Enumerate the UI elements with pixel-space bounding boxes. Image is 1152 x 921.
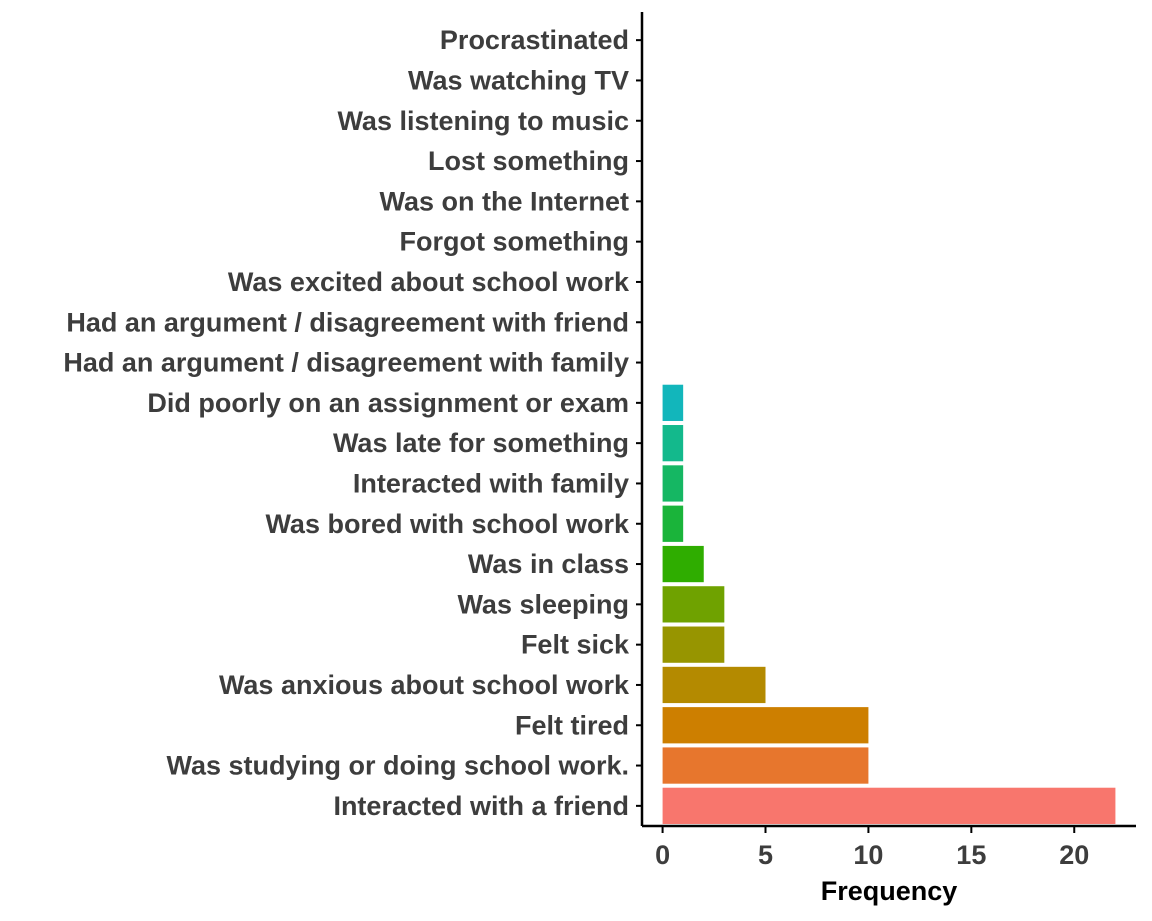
category-label-0: Interacted with a friend	[333, 791, 629, 821]
category-label-2: Felt tired	[515, 710, 629, 740]
category-label-9: Was late for something	[333, 428, 629, 458]
x-tick-label-1: 5	[758, 840, 773, 870]
bar-1	[662, 747, 869, 784]
category-labels: Interacted with a friend Was studying or …	[63, 25, 642, 821]
bar-9	[662, 425, 684, 462]
bar-0	[662, 787, 1116, 824]
category-label-3: Was anxious about school work	[219, 670, 630, 700]
x-tick-label-3: 15	[956, 840, 986, 870]
bar-3	[662, 666, 766, 704]
category-label-6: Was in class	[468, 549, 629, 579]
x-axis-ticks: 0 5 10 15 20	[655, 826, 1089, 870]
category-label-13: Was excited about school work	[228, 267, 630, 297]
bar-5	[662, 586, 725, 623]
category-label-15: Was on the Internet	[379, 186, 629, 216]
bar-10	[662, 384, 684, 421]
category-label-17: Was listening to music	[337, 106, 629, 136]
bar-4	[662, 626, 725, 663]
x-tick-label-0: 0	[655, 840, 670, 870]
x-tick-label-2: 10	[853, 840, 883, 870]
category-label-10: Did poorly on an assignment or exam	[147, 388, 629, 418]
category-label-8: Interacted with family	[353, 468, 629, 498]
category-label-1: Was studying or doing school work.	[166, 751, 629, 781]
bar-8	[662, 465, 684, 502]
bars-group	[662, 384, 1116, 824]
category-label-14: Forgot something	[400, 227, 629, 257]
category-label-18: Was watching TV	[408, 65, 629, 95]
bar-7	[662, 505, 684, 542]
category-label-5: Was sleeping	[457, 589, 629, 619]
category-label-19: Procrastinated	[440, 25, 629, 55]
category-label-4: Felt sick	[521, 630, 630, 660]
category-label-11: Had an argument / disagreement with fami…	[63, 348, 629, 378]
bar-6	[662, 545, 704, 583]
category-label-7: Was bored with school work	[265, 509, 630, 539]
x-tick-label-4: 20	[1059, 840, 1089, 870]
category-label-16: Lost something	[428, 146, 629, 176]
bar-2	[662, 707, 869, 744]
category-label-12: Had an argument / disagreement with frie…	[66, 307, 629, 337]
x-axis-title: Frequency	[821, 876, 958, 906]
